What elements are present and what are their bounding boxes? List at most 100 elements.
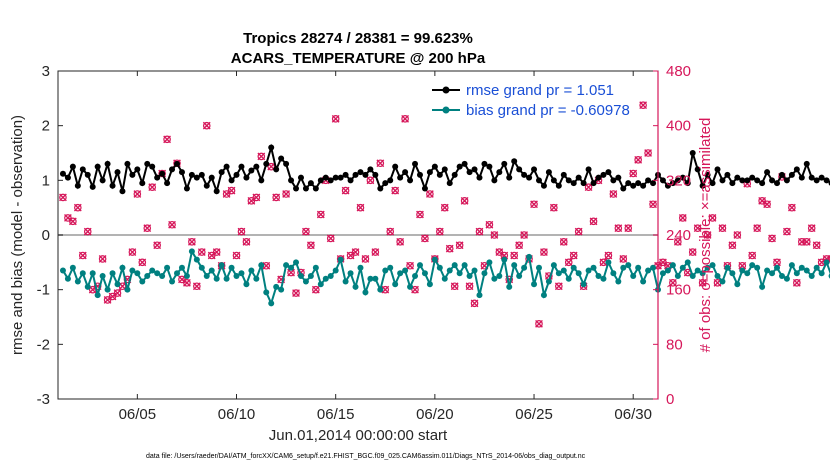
obs-count-point	[192, 282, 201, 291]
obs-count-point	[609, 190, 618, 198]
bias-point	[248, 267, 255, 274]
obs-count-point	[783, 227, 791, 236]
rmse-point	[79, 166, 86, 173]
bias-point	[605, 259, 612, 266]
rmse-point	[769, 177, 776, 184]
bias-point	[684, 259, 691, 266]
bias-point	[89, 270, 96, 277]
rmse-point	[178, 169, 185, 176]
y-tick-label-left: -2	[37, 336, 50, 353]
bias-point	[436, 264, 443, 271]
obs-count-point	[455, 241, 464, 250]
rmse-point	[580, 180, 587, 187]
legend-label: rmse grand pr = 1.051	[466, 82, 614, 99]
y-tick-label-left: -1	[37, 282, 50, 299]
rmse-point	[342, 171, 349, 178]
obs-count-point	[515, 241, 524, 250]
y-tick-label-right: 480	[666, 63, 691, 80]
obs-count-point	[485, 220, 494, 229]
obs-count-point	[237, 227, 246, 236]
rmse-point	[456, 163, 463, 170]
bias-point	[347, 270, 354, 277]
obs-count-point	[688, 248, 697, 256]
obs-count-point	[659, 258, 667, 267]
obs-count-point	[773, 258, 781, 267]
obs-count-point	[406, 261, 414, 270]
y-tick-label-left: 0	[42, 227, 50, 244]
bias-point	[268, 300, 275, 307]
legend-entry: bias grand pr = -0.60978	[432, 102, 630, 119]
rmse-point	[550, 177, 557, 184]
obs-count-point	[356, 203, 365, 212]
rmse-point	[412, 160, 419, 167]
rmse-point	[273, 166, 280, 173]
obs-count-point	[554, 282, 563, 291]
bias-point	[293, 259, 300, 266]
rmse-point	[461, 160, 468, 167]
obs-count-point	[708, 214, 717, 222]
bias-point	[159, 273, 166, 279]
bias-point	[273, 283, 280, 290]
bias-point	[783, 275, 790, 282]
chart-title-line1: Tropics 28274 / 28381 = 99.623%	[243, 30, 473, 47]
rmse-point	[248, 167, 255, 174]
rmse-point	[332, 174, 339, 181]
rmse-point	[491, 177, 498, 184]
bias-point	[798, 264, 805, 271]
rmse-point	[94, 163, 101, 170]
rmse-point	[719, 177, 726, 184]
obs-count-point	[465, 282, 474, 291]
y-axis-label-right: # of obs: o=possible; ×=assimilated	[697, 118, 714, 353]
obs-count-point	[133, 190, 142, 198]
bias-point	[164, 264, 171, 271]
x-tick-label: 06/30	[614, 406, 652, 423]
rmse-point	[144, 160, 151, 167]
chart-title-line2: ACARS_TEMPERATURE @ 200 hPa	[231, 50, 486, 67]
rmse-point	[783, 177, 790, 184]
bias-point	[193, 256, 200, 263]
rmse-point	[749, 174, 756, 181]
rmse-point	[764, 169, 771, 176]
rmse-point	[64, 174, 71, 181]
bias-point	[808, 273, 815, 279]
rmse-point	[793, 166, 800, 173]
rmse-point	[357, 169, 364, 176]
bias-point	[74, 278, 81, 285]
bias-point	[615, 278, 622, 285]
bias-point	[754, 264, 761, 271]
x-tick-label: 06/05	[119, 406, 157, 423]
bias-point	[769, 270, 776, 277]
rmse-point	[590, 180, 597, 187]
rmse-point	[481, 160, 488, 167]
y-tick-label-right: 320	[666, 172, 691, 189]
obs-count-point	[649, 200, 657, 209]
obs-count-point	[391, 186, 400, 195]
obs-count-point	[644, 149, 652, 157]
bias-point	[278, 286, 285, 293]
obs-count-point	[401, 114, 410, 123]
rmse-point	[198, 171, 205, 178]
obs-count-point	[187, 237, 196, 246]
legend-entry: rmse grand pr = 1.051	[432, 82, 614, 99]
rmse-point	[709, 180, 716, 187]
obs-count-point	[435, 227, 444, 236]
bias-point	[421, 270, 428, 277]
bias-point	[803, 267, 810, 274]
rmse-point	[169, 166, 176, 173]
obs-count-point	[733, 231, 742, 239]
bias-point	[481, 270, 488, 277]
bias-point	[64, 275, 71, 282]
rmse-point	[565, 177, 572, 184]
rmse-point	[778, 171, 785, 178]
rmse-point	[114, 169, 121, 176]
bias-point	[531, 281, 538, 288]
legend: rmse grand pr = 1.051 bias grand pr = -0.…	[432, 82, 630, 119]
y-axis-label-left: rmse and bias (model - observation)	[9, 115, 26, 355]
obs-count-point	[316, 210, 325, 219]
obs-count-point	[302, 227, 310, 236]
rmse-point	[218, 169, 225, 176]
rmse-point	[679, 174, 686, 181]
obs-count-point	[371, 248, 380, 256]
bias-point	[302, 278, 309, 285]
rmse-point	[402, 169, 409, 176]
